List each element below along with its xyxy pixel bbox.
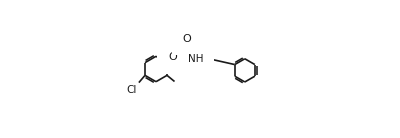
Text: Cl: Cl [126,85,137,95]
Text: O: O [168,52,177,63]
Text: NH: NH [188,54,204,64]
Text: O: O [183,34,192,44]
